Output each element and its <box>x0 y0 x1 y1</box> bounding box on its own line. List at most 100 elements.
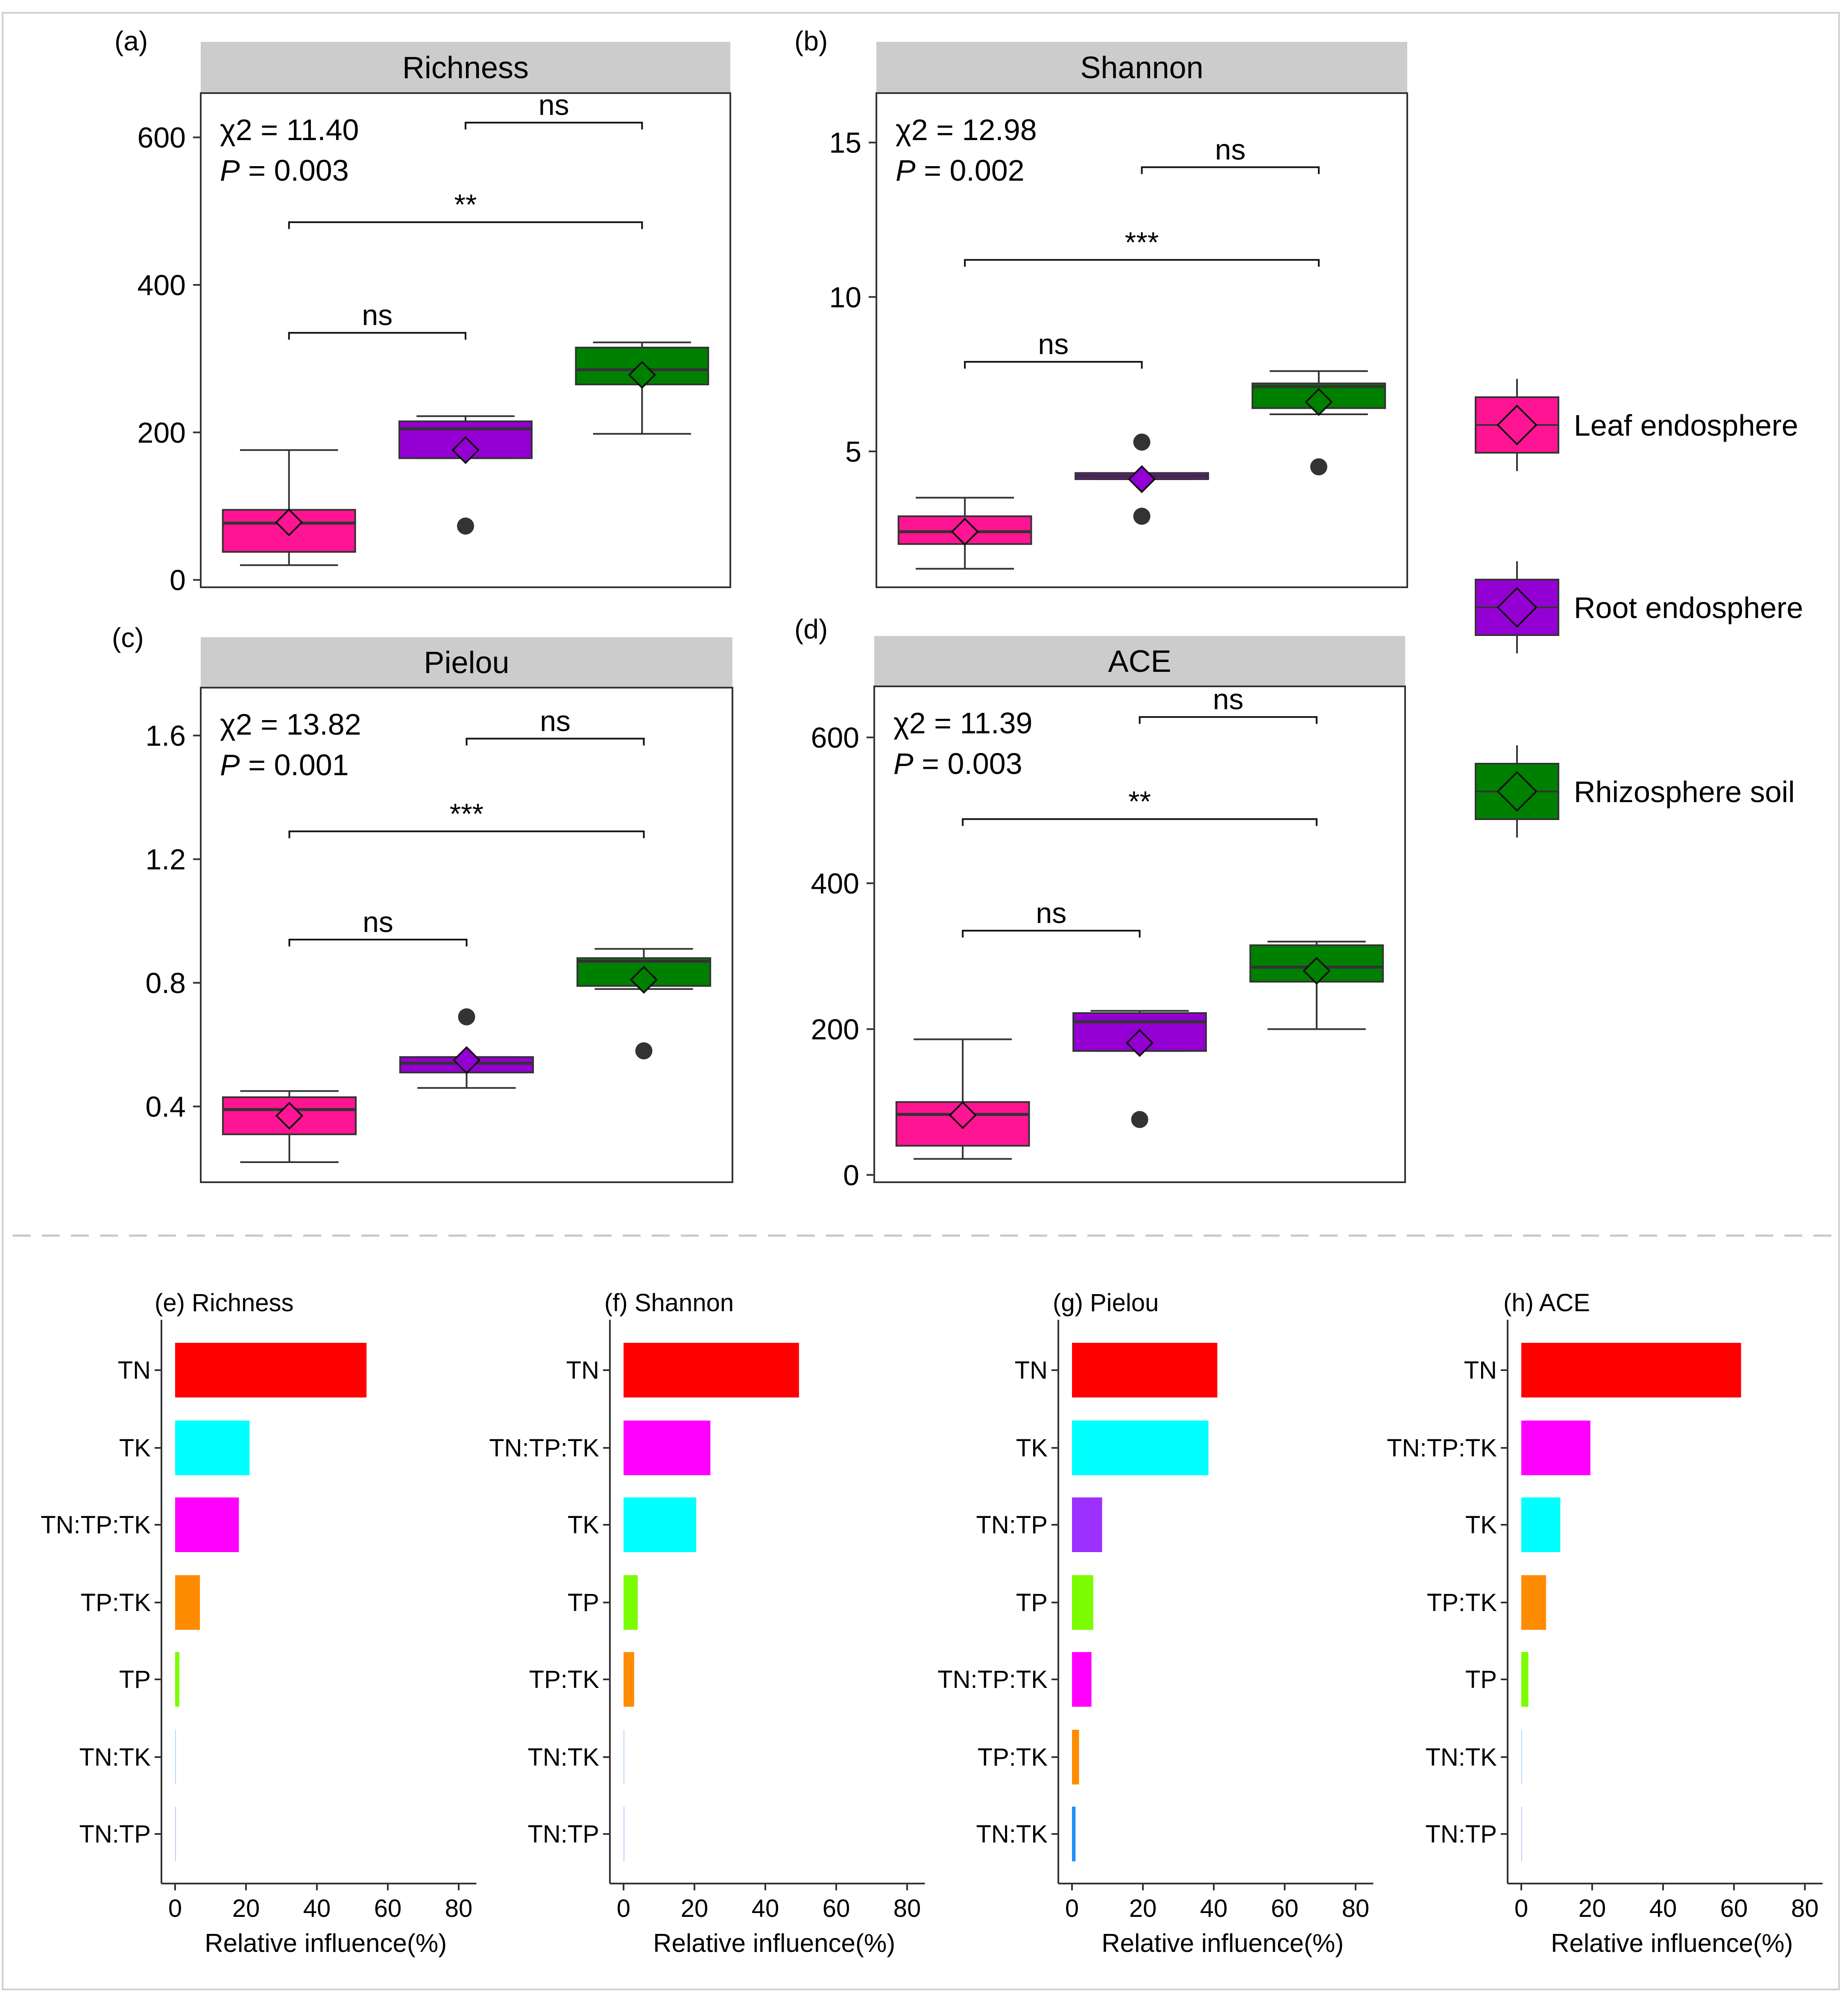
box-1 <box>897 497 1032 570</box>
legend-item-3: Rhizosphere soil <box>1475 745 1795 838</box>
bar-panel-2: (f) Shannon TN TN:TP:TK TK TP TP:TK TN:TK TN:TP… <box>489 1289 925 1957</box>
category-label: TP:TK <box>81 1589 151 1617</box>
outlier-point <box>457 517 474 535</box>
x-tick-label: 60 <box>1720 1895 1748 1922</box>
panel-label: (d) <box>794 614 828 645</box>
x-tick-label: 80 <box>1342 1895 1370 1922</box>
p-value-text: P = 0.003 <box>893 747 1022 780</box>
legend-item-2: Root endosphere <box>1475 561 1803 653</box>
box-1 <box>222 1090 357 1163</box>
category-label: TP <box>568 1589 599 1617</box>
category-label: TN:TP:TK <box>489 1434 599 1462</box>
influence-bar <box>1521 1652 1529 1707</box>
influence-bar <box>624 1343 799 1397</box>
significance-label: ns <box>363 906 393 938</box>
facet-strip <box>201 42 730 93</box>
facet-strip-title: Pielou <box>424 646 509 680</box>
facet-strip <box>876 42 1407 93</box>
x-tick-label: 80 <box>1791 1895 1819 1922</box>
x-tick-label: 20 <box>681 1895 709 1922</box>
category-label: TN:TP:TK <box>937 1666 1048 1693</box>
y-tick-label: 400 <box>138 269 186 302</box>
influence-bar <box>1072 1497 1102 1552</box>
outlier-point <box>458 1008 475 1025</box>
x-tick-label: 20 <box>232 1895 260 1922</box>
influence-bar <box>1521 1497 1561 1552</box>
mean-diamond <box>275 1102 304 1130</box>
category-label: TP <box>1016 1589 1048 1617</box>
y-tick-label: 600 <box>138 122 186 154</box>
category-label: TN:TK <box>976 1820 1048 1848</box>
mean-diamond <box>451 436 480 464</box>
category-label: TN <box>566 1356 599 1384</box>
y-tick-label: 0.8 <box>145 967 186 999</box>
bar-panel-title: (g) Pielou <box>1053 1289 1159 1317</box>
significance-label: *** <box>450 798 483 830</box>
significance-bracket <box>288 221 643 229</box>
category-label: TN:TP <box>976 1511 1048 1539</box>
y-tick-label: 200 <box>811 1013 859 1046</box>
mean-diamond <box>1305 388 1333 416</box>
stat-annotation: χ2 = 11.40 P = 0.003 <box>220 113 359 187</box>
legend-label: Rhizosphere soil <box>1574 775 1795 809</box>
influence-bar <box>1072 1421 1209 1475</box>
significance-label: *** <box>1125 226 1159 258</box>
p-value: = 0.003 <box>240 154 349 187</box>
y-tick-label: 15 <box>829 127 861 159</box>
significance-bracket <box>466 738 645 746</box>
legend-label: Root endosphere <box>1574 591 1803 624</box>
influence-bar <box>1521 1730 1522 1784</box>
category-label: TN <box>1464 1356 1497 1384</box>
outlier-point <box>1133 434 1151 451</box>
category-label: TN:TP <box>1425 1820 1497 1848</box>
box-2 <box>398 415 533 535</box>
x-tick-label: 0 <box>1065 1895 1079 1922</box>
legend-label: Leaf endosphere <box>1574 409 1798 442</box>
legend-mean-diamond <box>1497 404 1538 445</box>
x-axis-title: Relative influence(%) <box>1101 1929 1344 1957</box>
influence-bar <box>175 1497 239 1552</box>
significance-label: ns <box>1215 134 1246 166</box>
significance-label: ** <box>454 188 477 221</box>
p-label: P <box>220 154 240 187</box>
influence-bar <box>175 1807 176 1861</box>
x-tick-label: 0 <box>1514 1895 1528 1922</box>
boxplot-panel-1: (a) Richness 0 200 400 600 ns ** ns χ2 = 11.40 P =… <box>114 26 731 597</box>
y-tick-label: 600 <box>811 722 859 754</box>
p-label: P <box>893 747 914 780</box>
p-value-text: P = 0.001 <box>220 748 349 782</box>
panel-label: (b) <box>794 26 828 56</box>
significance-bracket <box>465 122 643 130</box>
significance-bracket <box>962 929 1141 937</box>
p-value: = 0.002 <box>916 154 1025 187</box>
significance-label: ns <box>539 89 569 121</box>
x-tick-label: 40 <box>303 1895 331 1922</box>
influence-bar <box>1072 1807 1076 1861</box>
y-tick-label: 1.2 <box>145 844 186 876</box>
plot-frame <box>200 92 731 588</box>
mean-diamond <box>630 966 658 994</box>
legend: Leaf endosphere Root endosphere Rhizospher… <box>1475 379 1803 838</box>
chi-square-text: χ2 = 11.40 <box>220 113 359 146</box>
influence-bar <box>624 1575 638 1630</box>
plot-frame <box>200 687 733 1183</box>
x-tick-label: 60 <box>823 1895 850 1922</box>
significance-bracket <box>964 259 1320 267</box>
y-tick-label: 400 <box>811 867 859 900</box>
y-tick-label: 0 <box>170 564 186 597</box>
x-tick-label: 40 <box>1649 1895 1677 1922</box>
boxplot-panel-2: (b) Shannon 5 10 15 ns *** ns χ2 = 12.98 P = 0.00… <box>794 26 1408 588</box>
x-tick-label: 40 <box>752 1895 779 1922</box>
box-2 <box>399 1008 534 1089</box>
box-3 <box>576 948 712 1060</box>
x-tick-label: 20 <box>1579 1895 1606 1922</box>
category-label: TK <box>1465 1511 1497 1539</box>
influence-bar <box>175 1652 179 1707</box>
facet-strip-title: Richness <box>402 51 529 85</box>
category-label: TN:TP:TK <box>1387 1434 1497 1462</box>
p-value: = 0.001 <box>240 748 349 782</box>
influence-bar <box>1521 1343 1741 1397</box>
x-axis-title: Relative influence(%) <box>653 1929 895 1957</box>
box-2 <box>1072 1010 1207 1128</box>
p-label: P <box>896 154 916 187</box>
